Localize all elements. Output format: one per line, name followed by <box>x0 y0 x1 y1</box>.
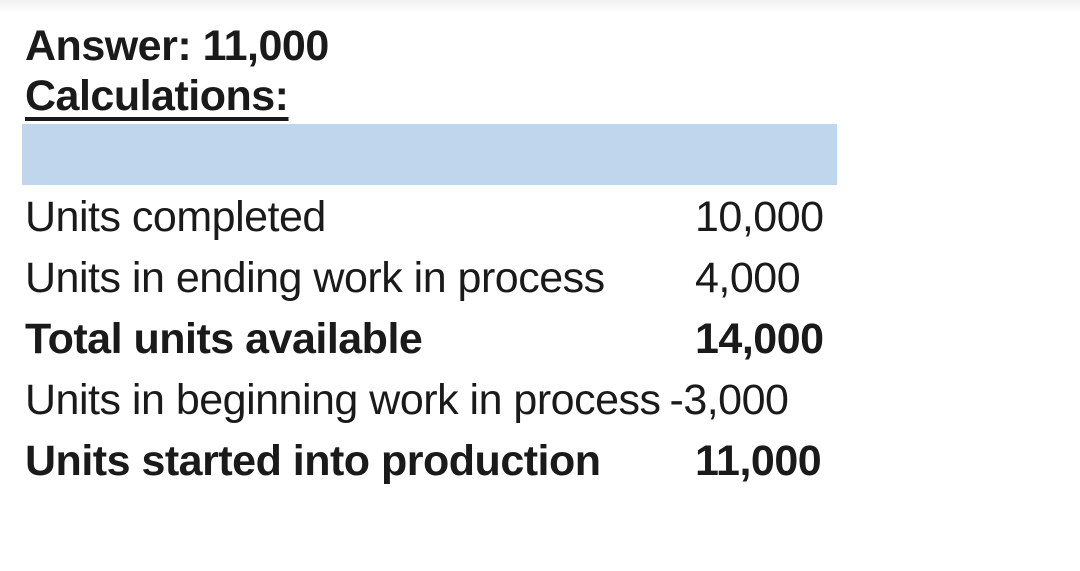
table-row-total: Total units available 14,000 <box>25 309 1080 370</box>
row-amount: 11,000 <box>695 437 822 485</box>
table-row: Units completed 10,000 <box>25 187 1080 248</box>
row-label: Units started into production <box>25 437 601 485</box>
calculations-heading: Calculations: <box>25 72 289 120</box>
highlighted-empty-row[interactable] <box>22 124 837 185</box>
row-amount: 4,000 <box>695 254 801 302</box>
table-row-result: Units started into production 11,000 <box>25 431 1080 492</box>
row-label: Units in ending work in process <box>25 254 605 302</box>
row-amount: 10,000 <box>695 193 824 241</box>
row-label: Units in beginning work in process <box>25 376 661 424</box>
row-label: Total units available <box>25 315 423 363</box>
row-label: Units completed <box>25 193 326 241</box>
answer-content: Answer: 11,000 Calculations: Units compl… <box>0 13 1080 492</box>
calculation-table: Units completed 10,000 Units in ending w… <box>25 187 1080 492</box>
row-amount: -3,000 <box>669 376 789 424</box>
answer-heading: Answer: 11,000 <box>25 22 329 70</box>
table-row: Units in ending work in process 4,000 <box>25 248 1080 309</box>
row-amount: 14,000 <box>695 315 824 363</box>
table-row: Units in beginning work in process -3,00… <box>25 370 1080 431</box>
top-edge-shadow <box>0 0 1080 13</box>
